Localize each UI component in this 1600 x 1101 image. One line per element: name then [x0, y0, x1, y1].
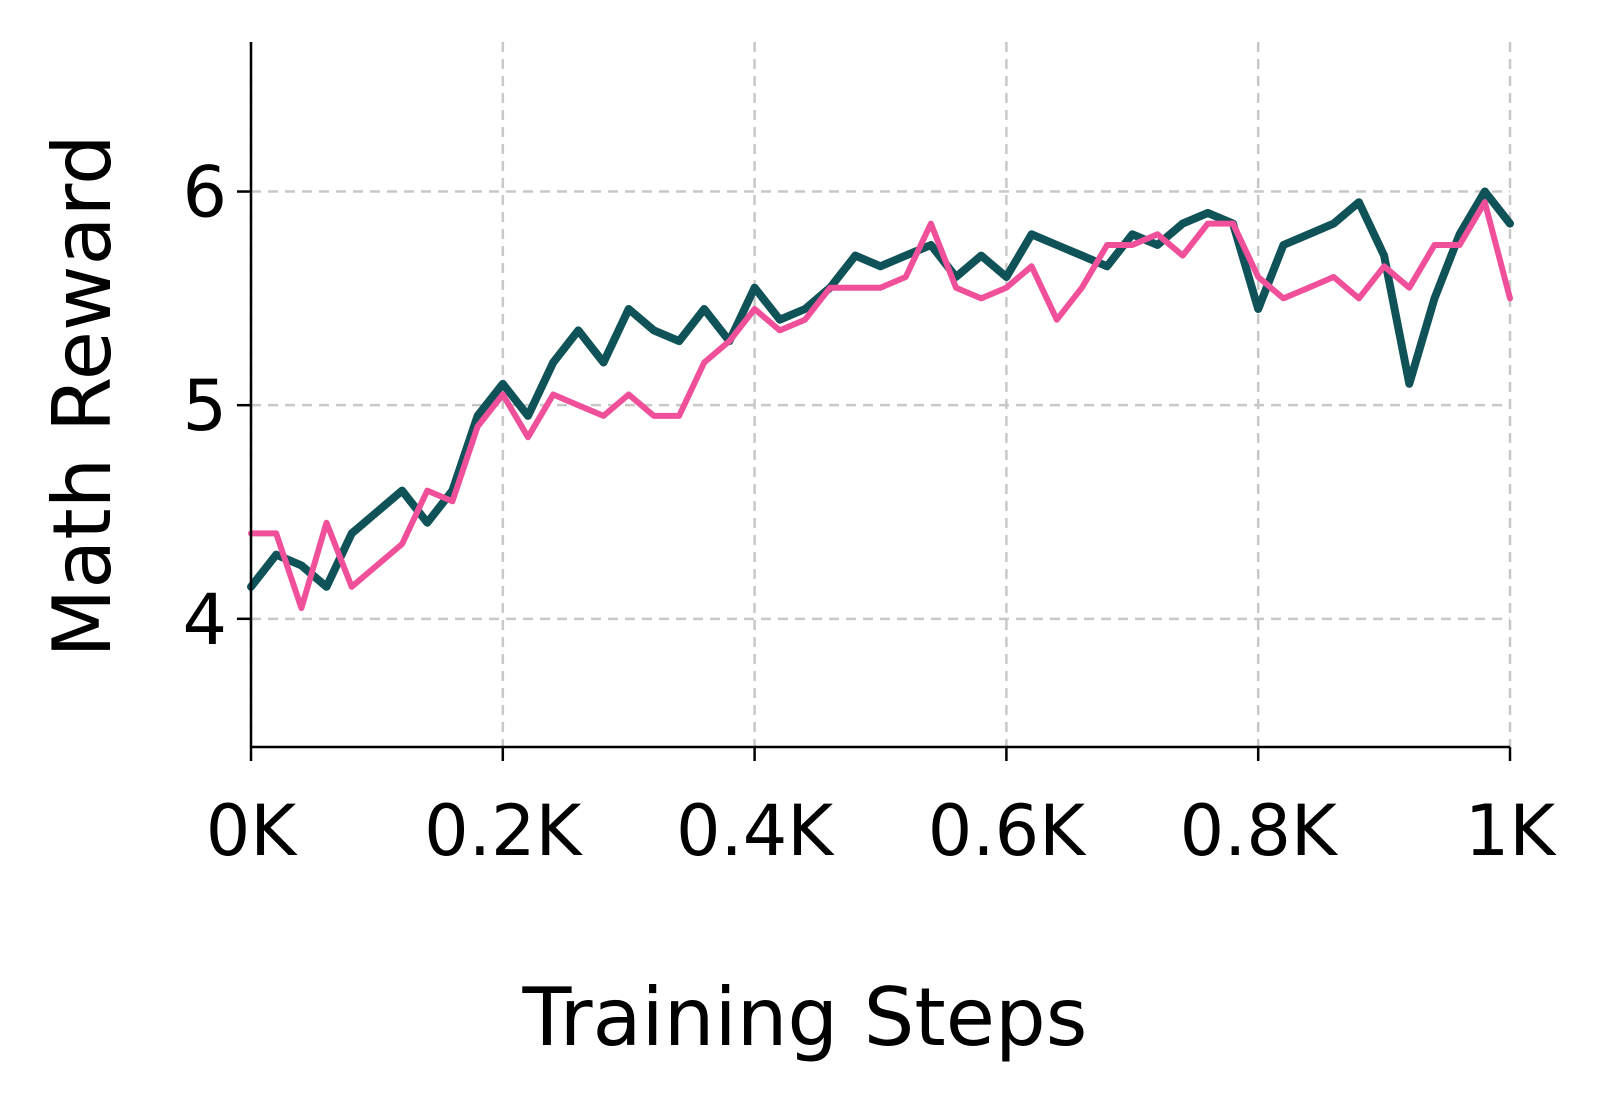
series-lines	[247, 187, 1514, 612]
grid	[249, 42, 1512, 747]
series-line-1	[247, 187, 1514, 591]
series-line-2	[248, 199, 1513, 612]
axes	[249, 42, 1510, 749]
x-tick-label: 0.4K	[676, 790, 835, 872]
x-tick-label: 0.8K	[1180, 790, 1339, 872]
x-tick-label: 1K	[1465, 790, 1558, 872]
x-tick-label: 0K	[206, 790, 299, 872]
y-tick-label: 4	[182, 579, 227, 661]
y-tick-label: 5	[182, 365, 227, 447]
y-tick-label: 6	[182, 152, 227, 234]
x-axis-label: Training Steps	[522, 971, 1088, 1064]
x-tick-label: 0.2K	[424, 790, 583, 872]
x-tick-label: 0.6K	[928, 790, 1087, 872]
ticks: 0K 0.2K 0.4K 0.6K 0.8K 1K 4 5 6	[182, 152, 1557, 872]
y-axis-label: Math Reward	[36, 134, 129, 657]
